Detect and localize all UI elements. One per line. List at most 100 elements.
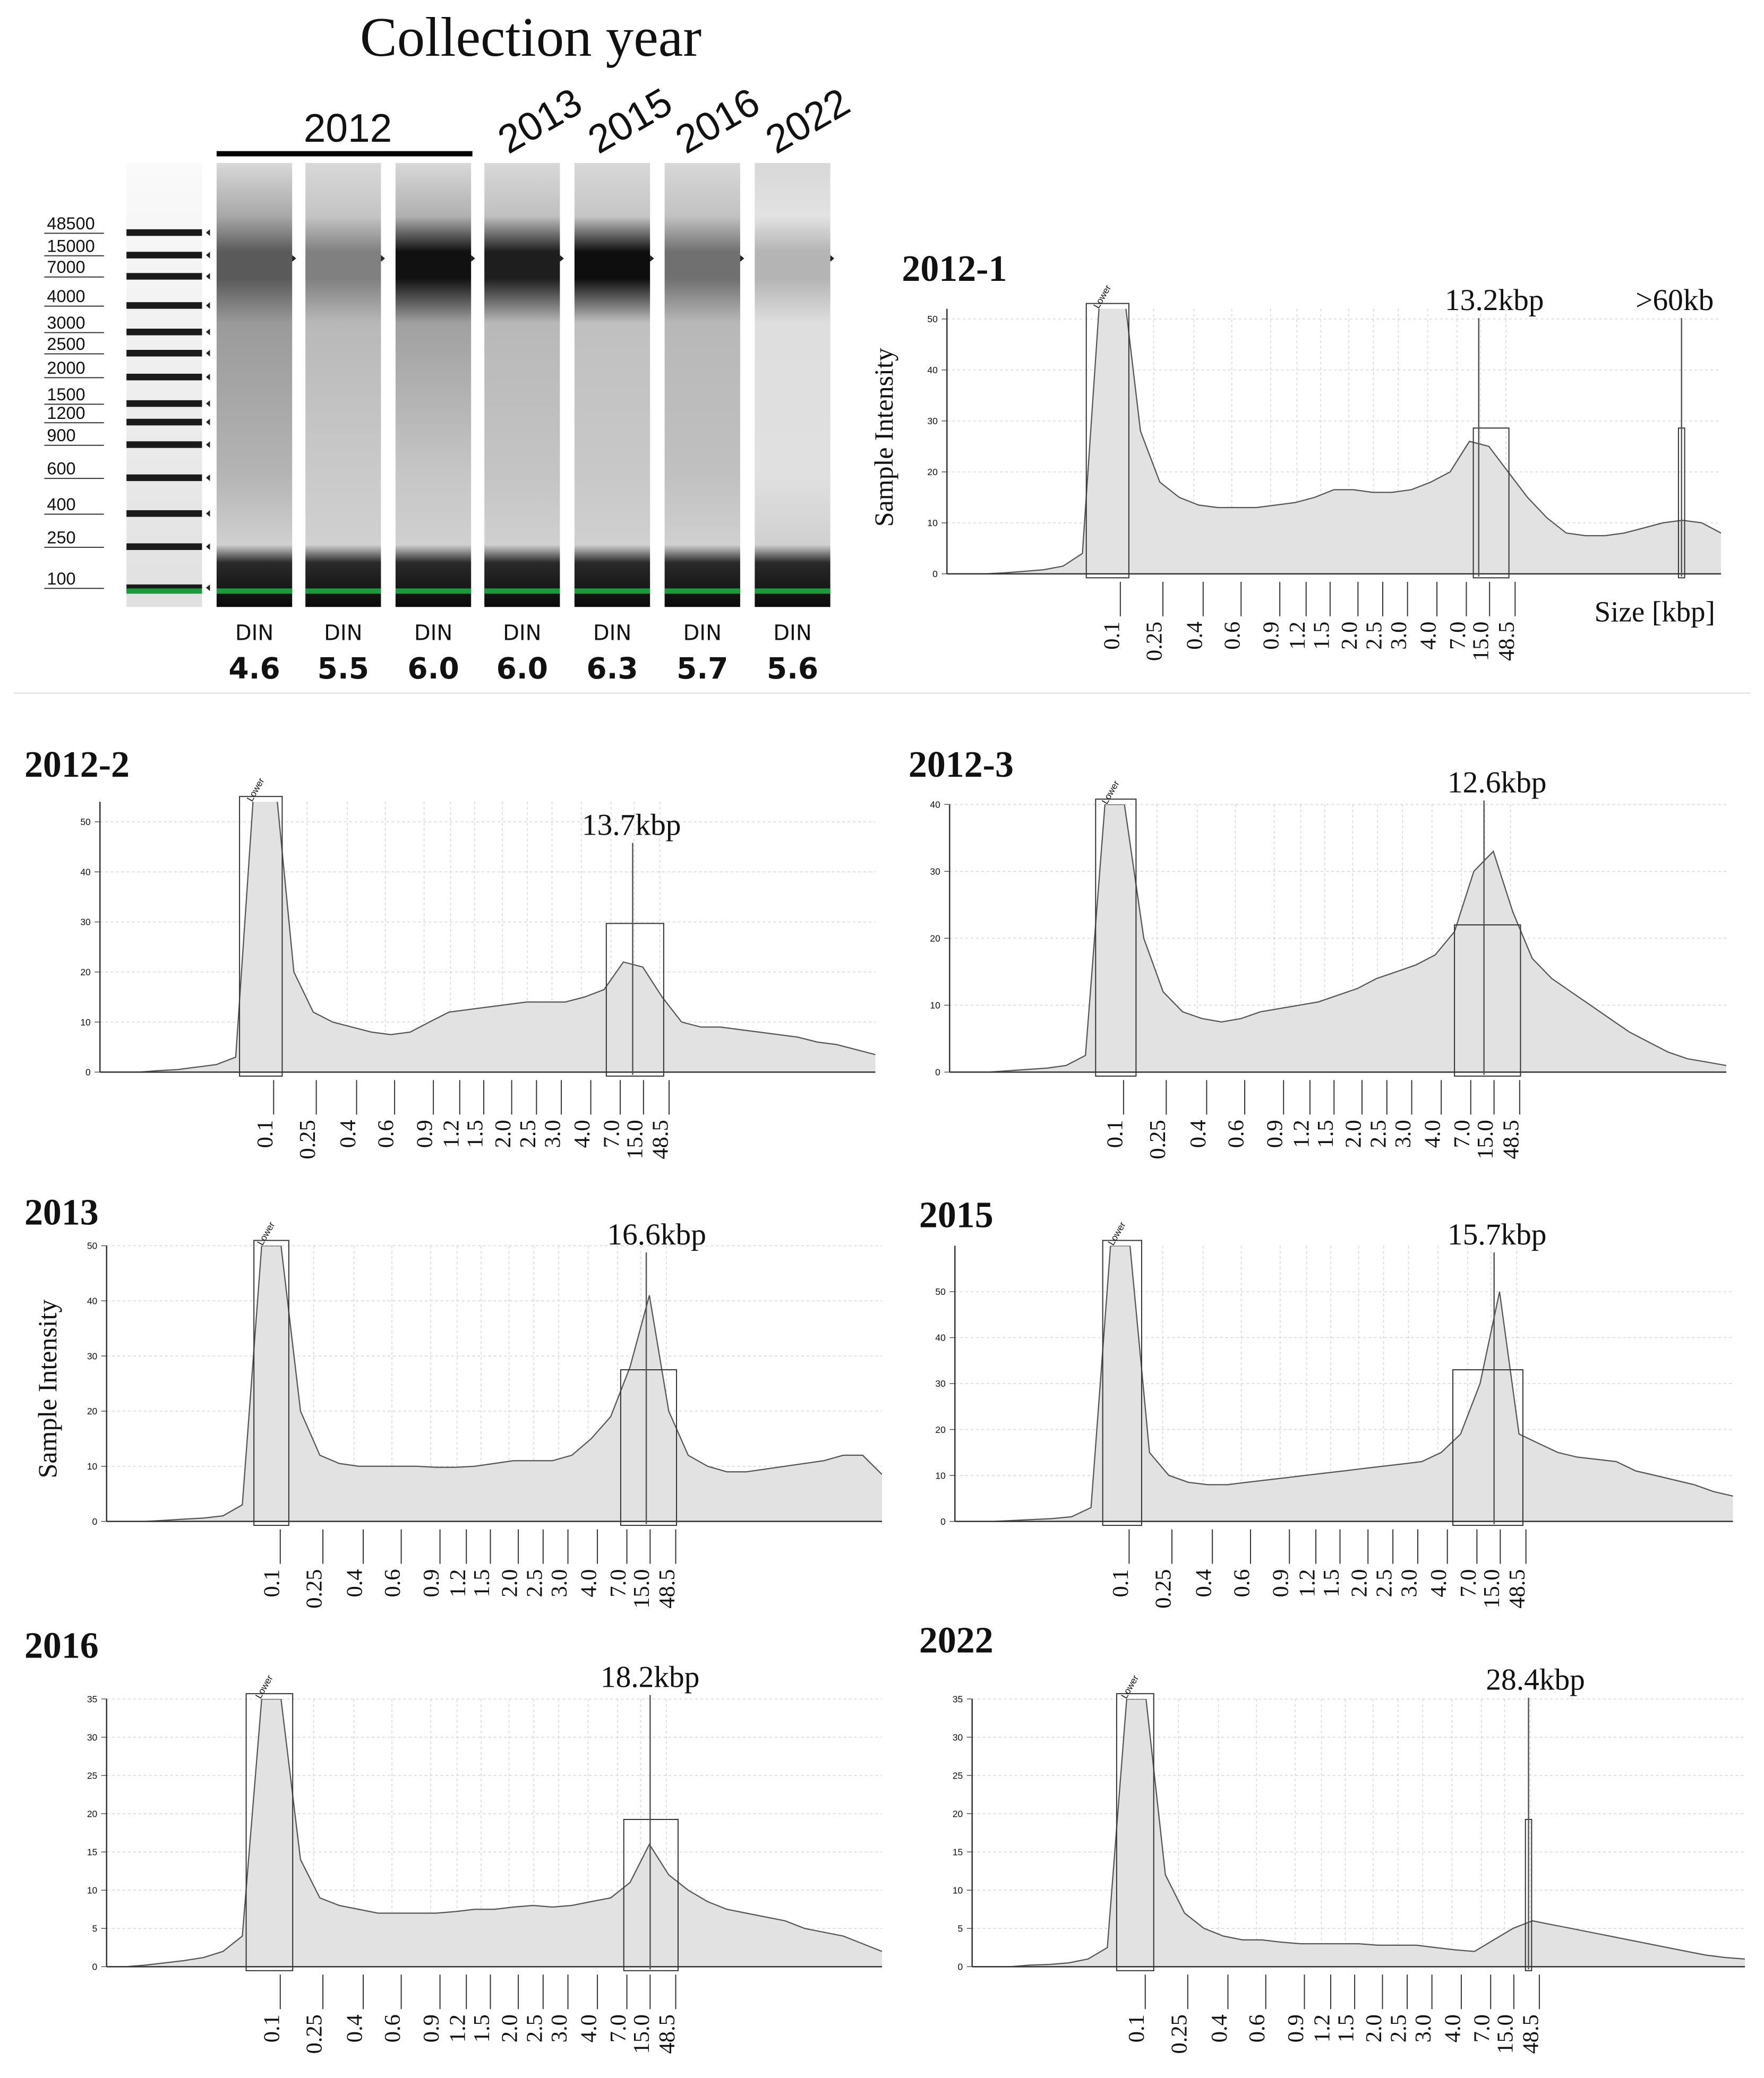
trace-area xyxy=(949,804,1727,1072)
ladder-label: 15000 xyxy=(47,236,95,255)
x-tick-label: 48.5 xyxy=(648,1120,673,1159)
peak-region xyxy=(605,923,664,1077)
y-tick-label: 30 xyxy=(87,1351,98,1361)
x-tick-label: 1.2 xyxy=(1289,1120,1314,1148)
x-tick-label: 7.0 xyxy=(1450,1120,1475,1148)
year-label: 2015 xyxy=(580,79,679,162)
y-tick-label: 35 xyxy=(87,1694,97,1704)
peak-label: >60kb xyxy=(1635,284,1714,317)
x-tick-label: 7.0 xyxy=(1445,622,1470,650)
ladder-label: 48500 xyxy=(47,214,95,233)
trace-area xyxy=(972,1699,1745,1967)
din-value: 5.5 xyxy=(318,651,369,685)
ladder-label: 1500 xyxy=(47,385,85,404)
ladder-band xyxy=(126,252,202,259)
x-tick-label: 0.25 xyxy=(1145,1120,1170,1159)
y-tick-label: 10 xyxy=(87,1885,98,1895)
x-tick-label: 0.4 xyxy=(1182,622,1207,650)
x-tick-label: 48.5 xyxy=(655,1569,680,1608)
x-tick-label: 0.9 xyxy=(419,1569,444,1597)
marker-region xyxy=(239,796,283,1077)
x-tick-label: 0.25 xyxy=(1167,2014,1192,2054)
peak-region xyxy=(623,1818,679,1971)
panel-title: 2016 xyxy=(24,1626,99,1667)
x-tick-label: 0.1 xyxy=(1108,1569,1133,1597)
trace-line xyxy=(949,804,1727,1072)
x-tick-label: 4.0 xyxy=(1416,622,1441,650)
x-tick-label: 0.9 xyxy=(413,1120,438,1148)
y-tick-label: 50 xyxy=(87,1241,98,1251)
x-tick-label: 3.0 xyxy=(547,1569,572,1597)
band-arrow xyxy=(381,255,385,262)
x-tick-label: 2.0 xyxy=(1361,2014,1386,2042)
x-tick-label: 0.4 xyxy=(1207,2014,1232,2042)
x-tick-label: 1.5 xyxy=(469,1569,494,1597)
x-tick-label: 0.9 xyxy=(1269,1569,1294,1597)
x-tick-label: 0.1 xyxy=(259,1569,284,1597)
ladder-arrow xyxy=(205,474,210,482)
ladder-band xyxy=(126,510,202,517)
ladder-arrow xyxy=(205,400,210,407)
marker-label: Lower xyxy=(1100,778,1121,805)
marker-label: Lower xyxy=(255,1220,277,1247)
trace-area xyxy=(106,1699,882,1967)
x-tick-label: 1.5 xyxy=(463,1120,488,1148)
y-tick-label: 50 xyxy=(935,1286,946,1297)
trace-line xyxy=(972,1699,1745,1967)
y-tick-label: 30 xyxy=(953,1732,963,1742)
y-tick-label: 0 xyxy=(932,569,938,579)
trace-line xyxy=(947,308,1722,574)
x-tick-label: 7.0 xyxy=(1456,1569,1481,1597)
y-tick-label: 20 xyxy=(935,1424,946,1435)
x-tick-label: 15.0 xyxy=(1493,2014,1518,2054)
y-tick-label: 30 xyxy=(80,917,91,928)
lane-marker xyxy=(664,588,740,594)
trace-line xyxy=(106,1246,882,1522)
year-label: 2012 xyxy=(304,106,392,150)
trace-line xyxy=(100,802,876,1072)
ladder-lane xyxy=(126,163,202,607)
ladder-band xyxy=(126,400,202,407)
y-tick-label: 20 xyxy=(80,967,91,977)
x-tick-label: 0.6 xyxy=(380,1569,405,1597)
x-tick-label: 1.2 xyxy=(446,2014,470,2042)
ladder-band xyxy=(126,329,202,336)
x-tick-label: 0.6 xyxy=(1229,1569,1254,1597)
y-tick-label: 5 xyxy=(92,1924,98,1934)
y-tick-label: 40 xyxy=(927,365,938,375)
trace-line xyxy=(955,1246,1733,1522)
x-tick-label: 0.1 xyxy=(253,1120,278,1148)
y-tick-label: 0 xyxy=(92,1516,98,1527)
din-label: DIN xyxy=(414,621,452,646)
y-tick-label: 35 xyxy=(953,1694,963,1704)
lane-marker xyxy=(484,588,560,594)
din-value: 6.3 xyxy=(586,651,638,685)
x-tick-label: 0.1 xyxy=(1102,1120,1127,1148)
x-tick-label: 4.0 xyxy=(577,1569,602,1597)
y-tick-label: 10 xyxy=(927,518,938,528)
peak-label: 12.6kbp xyxy=(1448,766,1547,800)
ladder-band xyxy=(126,543,202,550)
x-tick-label: 7.0 xyxy=(606,1569,631,1597)
trace-area xyxy=(100,802,876,1072)
y-tick-label: 40 xyxy=(935,1333,946,1343)
x-tick-label: 7.0 xyxy=(606,2014,631,2042)
band-arrow xyxy=(740,255,744,262)
y-tick-label: 40 xyxy=(80,866,91,877)
x-tick-label: 3.0 xyxy=(1411,2014,1436,2042)
din-label: DIN xyxy=(773,621,811,646)
y-tick-label: 0 xyxy=(935,1067,940,1078)
y-tick-label: 30 xyxy=(930,866,940,877)
y-tick-label: 10 xyxy=(935,1470,946,1481)
y-tick-label: 0 xyxy=(958,1962,963,1972)
x-tick-label: 3.0 xyxy=(1391,1120,1416,1148)
marker-region xyxy=(1085,303,1129,579)
x-tick-label: 1.5 xyxy=(1319,1569,1344,1597)
peak-region xyxy=(1452,1369,1523,1526)
band-arrow xyxy=(650,255,654,262)
year-label: 2022 xyxy=(758,79,857,162)
trace-area xyxy=(986,308,1722,574)
marker-region xyxy=(245,1693,294,1971)
x-tick-label: 2.5 xyxy=(522,2014,547,2042)
x-tick-label: 48.5 xyxy=(1505,1569,1530,1608)
